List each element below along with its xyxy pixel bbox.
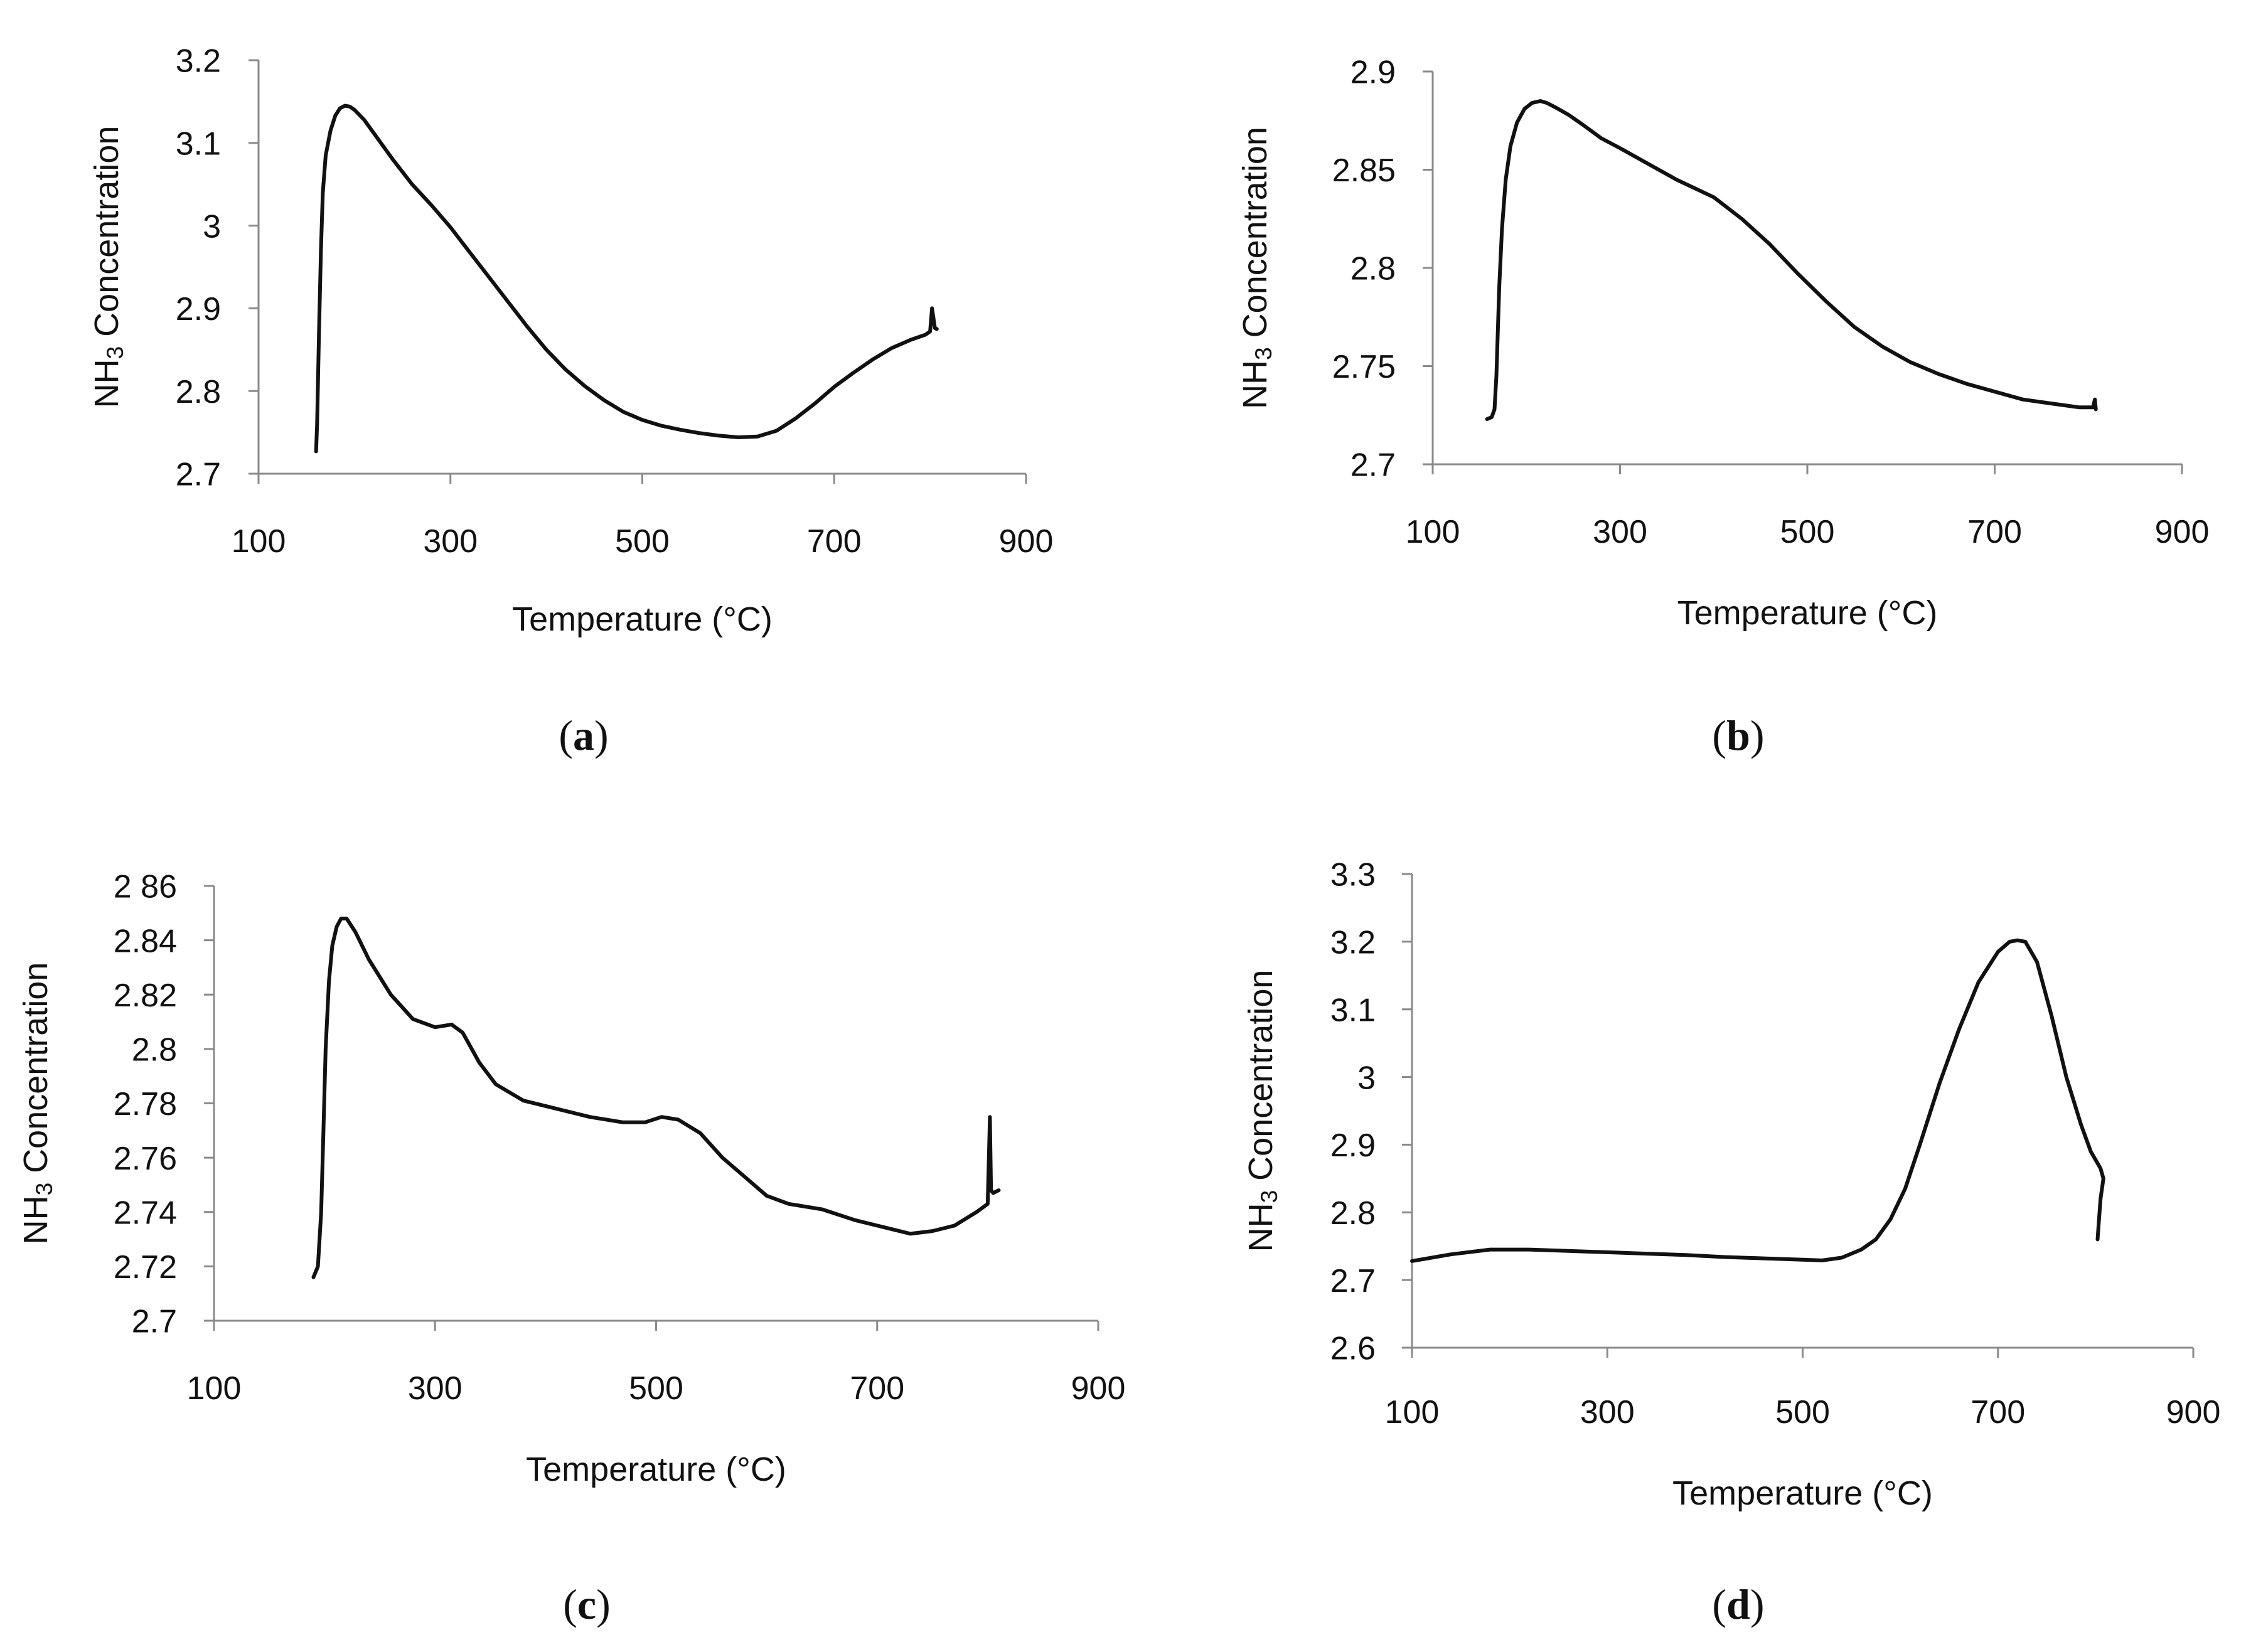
x-tick-label: 500 — [1780, 514, 1835, 550]
y-axis-title: NH3 Concentration — [88, 126, 128, 408]
x-tick-label: 300 — [1593, 514, 1647, 550]
y-axis-title: NH3 Concentration — [1242, 970, 1282, 1252]
series-line-nh3 — [1485, 99, 2098, 421]
y-axis-title-rest: Concentration — [1236, 127, 1274, 347]
series-line-nh3 — [1410, 938, 2105, 1263]
x-tick-label: 500 — [1775, 1394, 1830, 1431]
chart-panel-c: 100 300 500 700 900 2.7 2.72 2.74 2.76 2.78 2.8 2.8… — [17, 869, 1125, 1628]
panel-caption: (a) — [559, 711, 608, 759]
y-axis-title-main: NH — [1242, 1203, 1280, 1252]
y-tick-label: 2.8 — [1330, 1195, 1376, 1232]
panel-caption: (d) — [1712, 1580, 1764, 1628]
panel-caption-close: ) — [596, 1580, 611, 1628]
x-tick-label: 500 — [629, 1370, 683, 1407]
y-tick-label: 3.2 — [176, 43, 221, 80]
x-tick-label: 100 — [1385, 1394, 1440, 1431]
y-axis-title-main: NH — [88, 359, 126, 408]
y-axis-title-subscript: 3 — [1251, 347, 1276, 360]
y-tick-label: 2.9 — [176, 291, 221, 328]
x-tick-label: 100 — [187, 1370, 242, 1407]
y-axis-title-main: NH — [17, 1195, 55, 1244]
series-line-nh3 — [314, 104, 939, 454]
chart-panel-a: 100 300 500 700 900 2.7 2.8 2.9 3 3.1 3.2 Temperatu… — [88, 43, 1053, 759]
y-axis-title-subscript: 3 — [1256, 1190, 1282, 1203]
x-tick-label: 900 — [2155, 514, 2210, 550]
y-axis-title-main: NH — [1236, 360, 1274, 409]
y-tick-label: 2.74 — [114, 1195, 177, 1231]
x-tick-label: 100 — [1406, 514, 1460, 550]
y-tick-label: 3 — [203, 208, 221, 245]
panel-caption-letter: b — [1726, 711, 1750, 759]
chart-panel-d: 100 300 500 700 900 2.6 2.7 2.8 2.9 3 3.1 3.2 3.3 Tem… — [1242, 857, 2220, 1628]
panel-caption: (b) — [1712, 711, 1764, 759]
y-tick-label: 2.7 — [1350, 447, 1396, 484]
x-tick-label: 300 — [408, 1370, 463, 1407]
y-axis-title: NH3 Concentration — [17, 962, 57, 1245]
y-axis-title-rest: Concentration — [1242, 970, 1280, 1190]
y-tick-label: 2.78 — [114, 1086, 177, 1122]
x-tick-label: 700 — [807, 523, 862, 560]
panel-caption-letter: c — [577, 1580, 596, 1628]
y-tick-label: 2.8 — [1350, 251, 1396, 287]
x-tick-label: 700 — [1967, 514, 2022, 550]
y-tick-label: 2.7 — [132, 1304, 177, 1340]
panel-caption-open: ( — [1712, 1580, 1726, 1628]
y-tick-label: 3.1 — [1330, 992, 1376, 1028]
y-tick-label: 3 — [1357, 1060, 1376, 1096]
x-axis-title: Temperature (°C) — [512, 600, 773, 638]
y-tick-label: 3.2 — [1330, 925, 1376, 961]
x-tick-label: 100 — [232, 523, 286, 560]
x-tick-label: 500 — [615, 523, 670, 560]
x-tick-label: 900 — [2166, 1394, 2221, 1431]
x-tick-label: 700 — [1971, 1394, 2025, 1431]
chart-panel-b: 100 300 500 700 900 2.7 2.75 2.8 2.85 2.9 Temperat… — [1236, 55, 2209, 759]
y-tick-label: 2.72 — [114, 1249, 177, 1286]
y-tick-label: 2.7 — [1330, 1263, 1376, 1299]
x-axis-title: Temperature (°C) — [1677, 594, 1938, 632]
panel-caption: (c) — [563, 1580, 611, 1628]
y-tick-label: 2.9 — [1350, 55, 1396, 91]
y-axis-title-rest: Concentration — [17, 962, 55, 1183]
y-tick-label: 2.76 — [114, 1141, 177, 1177]
y-tick-label: 2.84 — [114, 923, 177, 959]
panel-caption-open: ( — [1712, 711, 1726, 759]
y-tick-label: 2.8 — [176, 374, 221, 410]
panel-caption-close: ) — [594, 711, 609, 759]
panel-caption-open: ( — [563, 1580, 577, 1628]
x-tick-label: 700 — [850, 1370, 904, 1407]
series-line-nh3 — [311, 917, 1001, 1279]
y-tick-label: 3.1 — [176, 126, 221, 163]
y-tick-label: 3.3 — [1330, 857, 1376, 893]
y-tick-label: 2.6 — [1330, 1331, 1376, 1367]
x-tick-label: 900 — [1071, 1370, 1126, 1407]
y-axis-title-subscript: 3 — [102, 346, 128, 360]
y-tick-label: 2.8 — [132, 1032, 177, 1068]
x-tick-label: 300 — [423, 523, 478, 560]
x-axis-title: Temperature (°C) — [526, 1451, 786, 1488]
x-tick-label: 900 — [999, 523, 1054, 560]
x-axis-title: Temperature (°C) — [1672, 1474, 1933, 1512]
y-tick-label: 2 86 — [114, 869, 177, 905]
y-tick-label: 2.85 — [1332, 152, 1396, 189]
y-tick-label: 2.82 — [114, 978, 177, 1014]
y-tick-label: 2.75 — [1332, 349, 1396, 385]
panel-caption-open: ( — [559, 711, 573, 759]
panel-caption-close: ) — [1750, 1580, 1765, 1628]
x-tick-label: 300 — [1580, 1394, 1635, 1431]
y-tick-label: 2.7 — [176, 457, 221, 493]
panel-caption-letter: a — [573, 711, 594, 759]
y-axis-title: NH3 Concentration — [1236, 127, 1276, 409]
y-tick-label: 2.9 — [1330, 1127, 1376, 1164]
y-axis-title-rest: Concentration — [88, 126, 126, 346]
y-axis-title-subscript: 3 — [31, 1183, 57, 1196]
panel-caption-letter: d — [1726, 1580, 1750, 1628]
panel-caption-close: ) — [1750, 711, 1765, 759]
